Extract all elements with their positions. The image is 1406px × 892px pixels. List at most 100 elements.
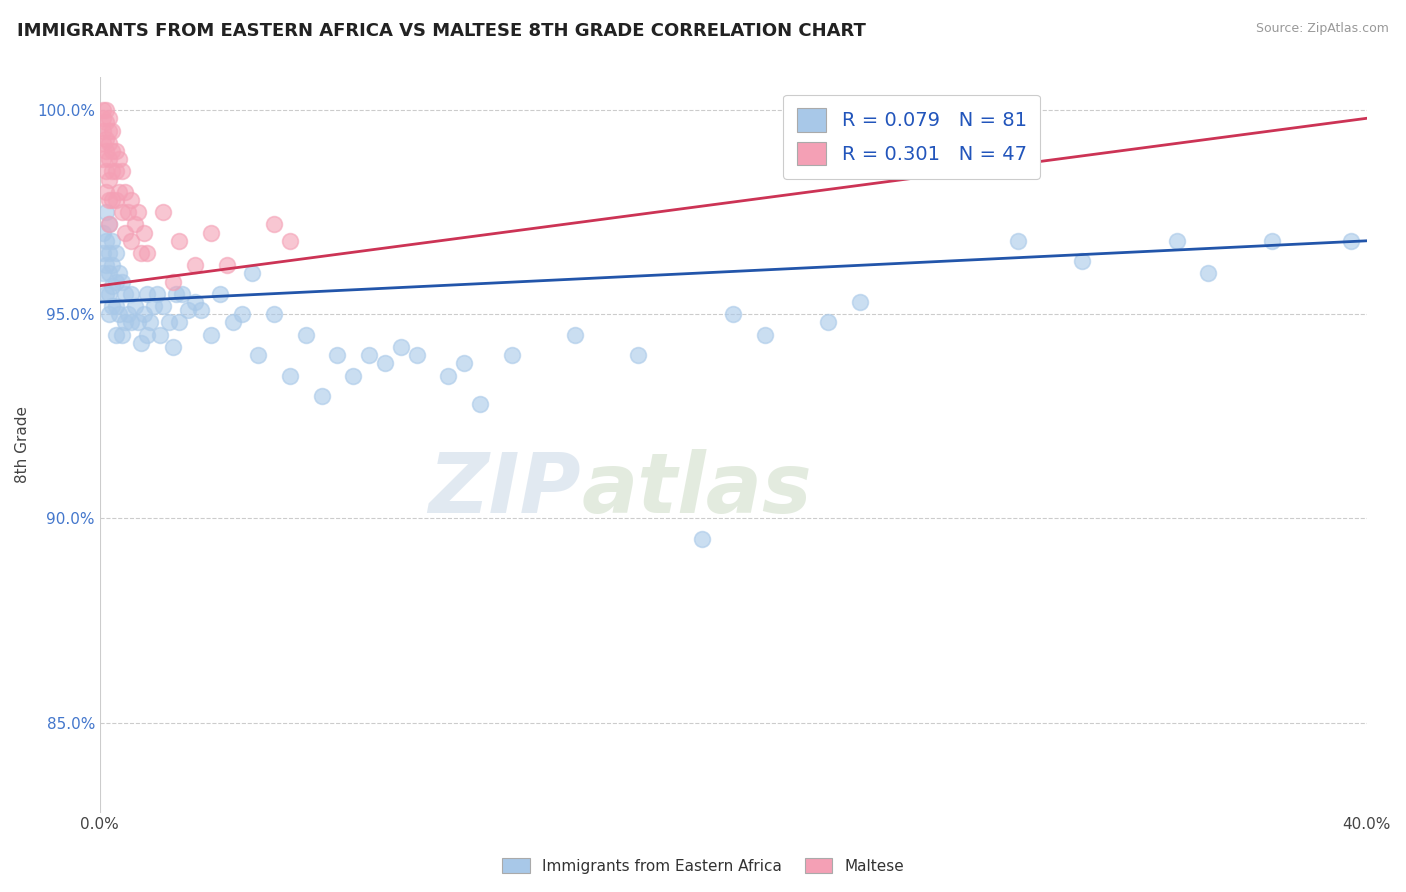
Point xyxy=(91,112,114,126)
Y-axis label: 8th Grade: 8th Grade xyxy=(15,407,30,483)
Point xyxy=(104,275,127,289)
Point xyxy=(247,348,270,362)
Point xyxy=(1261,234,1284,248)
Point xyxy=(162,340,184,354)
Point xyxy=(172,286,194,301)
Point xyxy=(134,226,156,240)
Point xyxy=(1007,234,1029,248)
Point xyxy=(121,234,143,248)
Point xyxy=(162,275,184,289)
Legend: Immigrants from Eastern Africa, Maltese: Immigrants from Eastern Africa, Maltese xyxy=(496,852,910,880)
Point xyxy=(111,164,134,178)
Point xyxy=(754,327,776,342)
Point xyxy=(91,267,114,281)
Point xyxy=(453,356,475,370)
Point xyxy=(690,532,713,546)
Point xyxy=(104,299,127,313)
Point xyxy=(136,327,159,342)
Point xyxy=(108,185,131,199)
Point xyxy=(117,205,139,219)
Point xyxy=(101,144,124,158)
Point xyxy=(111,205,134,219)
Point xyxy=(104,193,127,207)
Point xyxy=(278,234,301,248)
Point xyxy=(149,327,172,342)
Point xyxy=(94,205,117,219)
Point xyxy=(104,164,127,178)
Point xyxy=(94,286,117,301)
Point xyxy=(405,348,427,362)
Point xyxy=(200,226,222,240)
Point xyxy=(101,258,124,272)
Point xyxy=(136,246,159,260)
Point xyxy=(91,226,114,240)
Point xyxy=(190,303,212,318)
Point xyxy=(209,286,232,301)
Point xyxy=(240,267,263,281)
Point xyxy=(1340,234,1362,248)
Text: IMMIGRANTS FROM EASTERN AFRICA VS MALTESE 8TH GRADE CORRELATION CHART: IMMIGRANTS FROM EASTERN AFRICA VS MALTES… xyxy=(17,22,866,40)
Point xyxy=(294,327,316,342)
Point xyxy=(108,267,131,281)
Point xyxy=(501,348,523,362)
Point xyxy=(101,299,124,313)
Point xyxy=(101,278,124,293)
Point xyxy=(124,218,146,232)
Point xyxy=(91,246,114,260)
Point xyxy=(98,286,121,301)
Point xyxy=(222,316,245,330)
Point xyxy=(374,356,396,370)
Point xyxy=(134,307,156,321)
Point xyxy=(127,205,149,219)
Point xyxy=(146,286,169,301)
Point xyxy=(91,152,114,166)
Point xyxy=(357,348,380,362)
Point xyxy=(101,123,124,137)
Point xyxy=(564,327,586,342)
Point xyxy=(139,316,162,330)
Text: ZIP: ZIP xyxy=(429,449,581,530)
Point xyxy=(121,286,143,301)
Point xyxy=(108,307,131,321)
Point xyxy=(114,316,136,330)
Point xyxy=(117,307,139,321)
Point xyxy=(98,152,121,166)
Point xyxy=(121,316,143,330)
Point xyxy=(98,218,121,232)
Point xyxy=(98,123,121,137)
Point xyxy=(94,103,117,117)
Point xyxy=(94,185,117,199)
Point xyxy=(184,295,207,310)
Point xyxy=(817,316,839,330)
Point xyxy=(91,123,114,137)
Text: Source: ZipAtlas.com: Source: ZipAtlas.com xyxy=(1256,22,1389,36)
Point xyxy=(98,172,121,186)
Point xyxy=(1166,234,1188,248)
Point xyxy=(121,193,143,207)
Point xyxy=(98,218,121,232)
Point xyxy=(104,144,127,158)
Point xyxy=(127,316,149,330)
Point xyxy=(94,144,117,158)
Point xyxy=(104,327,127,342)
Point xyxy=(231,307,253,321)
Point xyxy=(165,286,187,301)
Point xyxy=(101,193,124,207)
Point xyxy=(159,316,181,330)
Point xyxy=(98,267,121,281)
Point xyxy=(849,295,872,310)
Point xyxy=(184,258,207,272)
Point xyxy=(437,368,460,383)
Point xyxy=(108,152,131,166)
Point xyxy=(124,299,146,313)
Point xyxy=(311,389,333,403)
Point xyxy=(215,258,238,272)
Point xyxy=(389,340,412,354)
Point xyxy=(101,234,124,248)
Point xyxy=(98,112,121,126)
Point xyxy=(111,327,134,342)
Point xyxy=(167,316,190,330)
Point xyxy=(152,205,174,219)
Point xyxy=(114,286,136,301)
Point xyxy=(200,327,222,342)
